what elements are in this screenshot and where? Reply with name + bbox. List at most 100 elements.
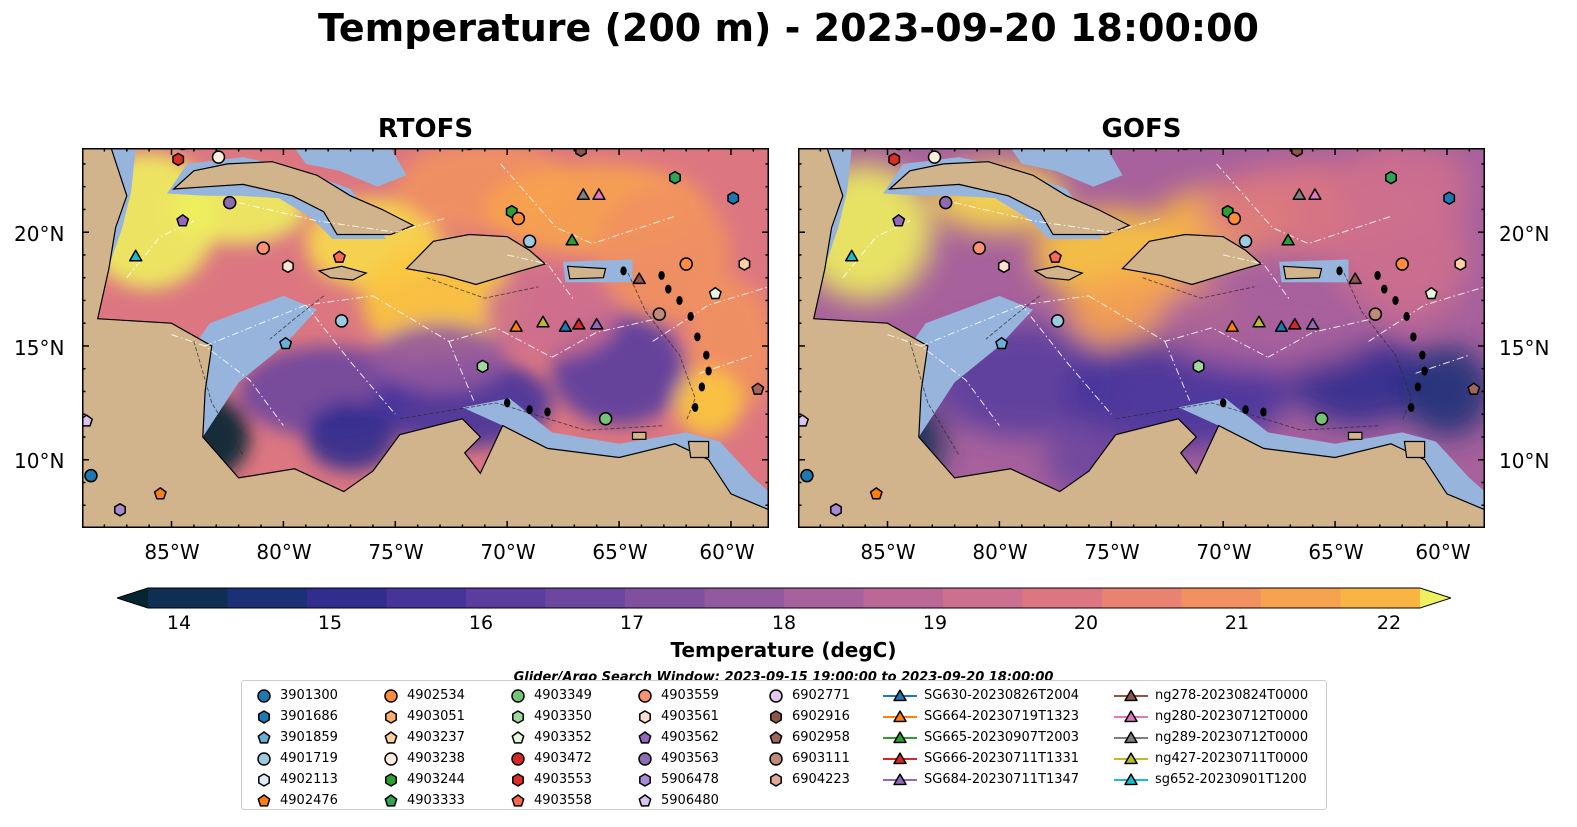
legend-marker (893, 772, 907, 785)
map-marker (1238, 234, 1253, 249)
map-marker (888, 152, 901, 167)
legend-marker (511, 751, 525, 766)
legend-item: 4902534 (381, 685, 465, 706)
legend-label: 6902916 (792, 709, 850, 724)
rtofs-map (81, 148, 777, 529)
legend-circle-icon (769, 751, 783, 766)
map-marker (632, 272, 646, 285)
map-marker (84, 468, 98, 483)
main-title: Temperature (200 m) - 2023-09-20 18:00:0… (317, 6, 1259, 50)
legend-column: 4903559 4903561 4903562 4903563 5906478 59064… (635, 685, 719, 811)
lon-label: 70°W (1196, 540, 1252, 564)
map-marker (256, 241, 271, 255)
legend-item: 4903238 (381, 748, 465, 769)
colorbar-tick: 14 (166, 612, 192, 634)
lon-label: 85°W (860, 540, 916, 564)
legend-item: ng289-20230712T0000 (1113, 727, 1308, 748)
legend-marker (511, 688, 525, 703)
land-jamaica (1033, 265, 1084, 281)
legend-item: ng278-20230824T0000 (1113, 685, 1308, 706)
shelf-venezuela-shelf (1178, 398, 1485, 510)
lon-label: 80°W (256, 540, 312, 564)
legend-label: 4903238 (407, 751, 465, 766)
legend-marker (638, 751, 652, 766)
legend-label: 4903350 (534, 709, 592, 724)
map-marker (1305, 317, 1320, 330)
legend-marker (638, 730, 652, 744)
legend-item: 4903237 (381, 727, 465, 748)
legend-label: SG684-20230711T1347 (924, 772, 1080, 787)
legend-triangle-icon (883, 688, 917, 701)
legend-label: 4903563 (661, 751, 719, 766)
legend-item: 4903051 (381, 706, 465, 727)
legend-triangle-icon (1114, 688, 1148, 701)
legend-marker (639, 709, 651, 724)
colorbar-tick: 16 (468, 612, 494, 634)
legend-hexagon-icon (512, 709, 524, 724)
legend-column: 4903349 4903350 4903352 4903472 4903553 49035… (508, 685, 592, 811)
legend-item: SG684-20230711T1347 (882, 769, 1079, 790)
land-trinidad (1403, 440, 1426, 459)
lon-label: 75°W (368, 540, 424, 564)
legend-label: 4903237 (407, 730, 465, 745)
legend-marker (769, 751, 783, 766)
colorbar-segments (148, 588, 1421, 608)
colorbar-label: Temperature (degC) (670, 638, 897, 662)
map-marker (114, 503, 126, 517)
lon-label: 85°W (144, 540, 200, 564)
legend-circle-icon (384, 751, 398, 766)
legend-item: 4903562 (635, 727, 719, 748)
legend-marker (257, 730, 271, 744)
lat-label-left: 15°N (14, 336, 65, 360)
legend-marker (769, 688, 783, 703)
legend-pentagon-icon (384, 730, 398, 744)
lat-label-left: 20°N (14, 222, 65, 246)
land-central-america (82, 148, 769, 528)
legend-label: 4903562 (661, 730, 719, 745)
map-marker (281, 259, 294, 274)
legend-label: SG630-20230826T2004 (924, 688, 1080, 703)
map-marker (511, 211, 526, 226)
map-marker (869, 487, 883, 500)
map-marker (558, 320, 573, 332)
map-frame (798, 148, 1485, 528)
map-marker (1288, 317, 1302, 330)
legend-label: 5906478 (661, 772, 719, 787)
map-marker (669, 170, 681, 185)
legend-column: 3901300 3901686 3901859 4901719 4902113 49024… (254, 685, 338, 811)
legend-marker (770, 709, 782, 724)
legend-triangle-icon (1114, 772, 1148, 785)
legend-marker (769, 730, 783, 744)
map-marker (727, 191, 740, 205)
legend-label: 4903333 (407, 793, 465, 808)
map-marker (1348, 272, 1362, 285)
legend-marker (1124, 772, 1138, 785)
legend-label: ng427-20230711T0000 (1155, 751, 1309, 766)
legend: 3901300 3901686 3901859 4901719 4902113 49024… (241, 680, 1327, 810)
legend-triangle-icon (883, 709, 917, 722)
legend-item: 3901686 (254, 706, 338, 727)
lon-label: 60°W (699, 540, 755, 564)
legend-label: 4903561 (661, 709, 719, 724)
colorbar-outline (117, 587, 1451, 609)
map-marker (1050, 314, 1065, 328)
map-marker (172, 152, 185, 167)
legend-item: 4903561 (635, 706, 719, 727)
map-marker (1192, 359, 1205, 374)
colorbar-extend-high (1420, 588, 1451, 608)
land-margarita (631, 431, 647, 440)
lon-label: 75°W (1084, 540, 1140, 564)
shelf-nicaragua-rise (189, 295, 317, 437)
legend-triangle-icon (1114, 751, 1148, 764)
map-marker (738, 257, 751, 271)
map-marker (211, 150, 226, 164)
land-trinidad (687, 440, 710, 459)
legend-marker (638, 793, 652, 807)
lon-label: 65°W (1308, 540, 1364, 564)
legend-label: 6904223 (792, 772, 850, 787)
map-marker (598, 412, 613, 426)
lon-label: 60°W (1415, 540, 1471, 564)
legend-item: 6902771 (766, 685, 850, 706)
legend-triangle-icon (1114, 730, 1148, 743)
legend-item: ng280-20230712T0000 (1113, 706, 1308, 727)
